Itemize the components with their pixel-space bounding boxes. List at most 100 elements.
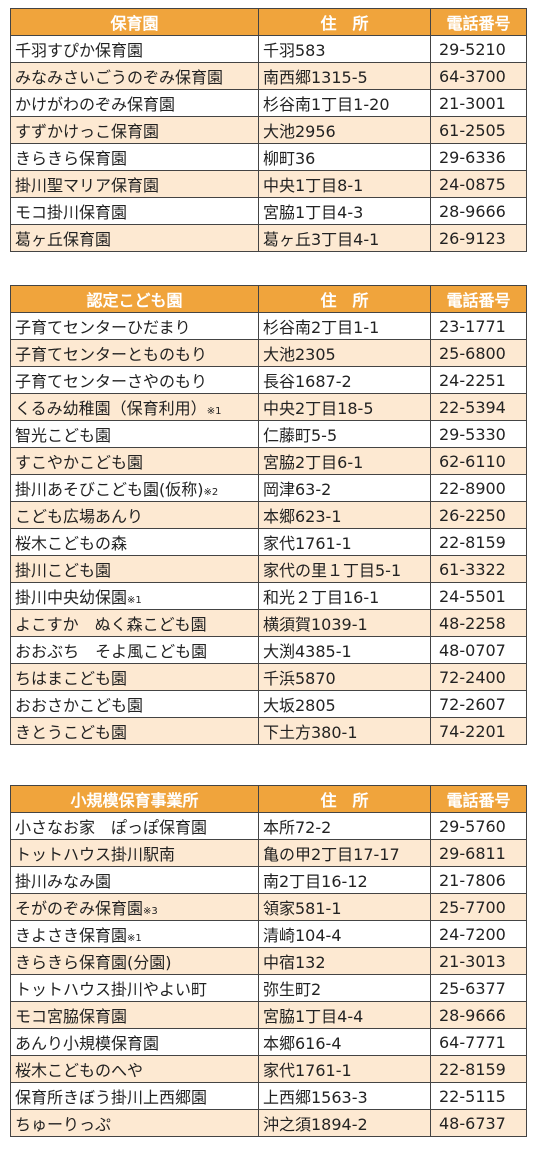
name-cell: きらきら保育園: [10, 143, 259, 171]
row: 子育てセンターひだまり 杉谷南2丁目1-1 23-1771: [10, 312, 527, 340]
name-cell: 掛川中央幼保園※1: [10, 582, 259, 610]
cell: 大坂2805: [258, 690, 431, 718]
row: モコ宮脇保育園 宮脇1丁目4-4 28-9666: [10, 1001, 527, 1029]
cell: 本郷623-1: [258, 501, 431, 529]
name: ちはまこども園: [15, 669, 128, 688]
header-row: 小規模保育事業所住 所電話番号: [10, 785, 527, 813]
name-cell: かけがわのぞみ保育園: [10, 89, 259, 117]
cell: 電話番号: [430, 785, 527, 813]
cell: 亀の甲2丁目17-17: [258, 839, 431, 867]
cell: 25-6377: [430, 974, 527, 1002]
row: おおぶち そよ風こども園 大渕4385-1 48-0707: [10, 636, 527, 664]
name-cell: 掛川あそびこども園(仮称)※2: [10, 474, 259, 502]
name-cell: くるみ幼稚園（保育利用）※1: [10, 393, 259, 421]
name: 桜木こどものへや: [15, 1061, 144, 1080]
name: 桜木こどもの森: [15, 534, 128, 553]
cell: 48-2258: [430, 609, 527, 637]
name-cell: 掛川こども園: [10, 555, 259, 583]
name: 智光こども園: [15, 426, 112, 445]
cell: 宮脇1丁目4-3: [258, 197, 431, 225]
name: きらきら保育園: [15, 149, 128, 168]
cell: 保育園: [10, 8, 259, 36]
cell: 24-0875: [430, 170, 527, 198]
cell: 千浜5870: [258, 663, 431, 691]
cell: 22-8159: [430, 1055, 527, 1083]
cell: 26-2250: [430, 501, 527, 529]
name: かけがわのぞみ保育園: [15, 95, 176, 114]
name-cell: すこやかこども園: [10, 447, 259, 475]
cell: 24-7200: [430, 920, 527, 948]
name-cell: きらきら保育園(分園): [10, 947, 259, 975]
cell: 21-7806: [430, 866, 527, 894]
cell: 29-6336: [430, 143, 527, 171]
row: 子育てセンターさやのもり 長谷1687-2 24-2251: [10, 366, 527, 394]
name-cell: 掛川聖マリア保育園: [10, 170, 259, 198]
table: 保育園住 所電話番号 千羽すぴか保育園 千羽583 29-5210 みなみさいごうのぞみ…: [10, 8, 527, 252]
name: おおぶち そよ風こども園: [15, 642, 208, 661]
row: 智光こども園 仁藤町5-5 29-5330: [10, 420, 527, 448]
row: そがのぞみ保育園※3 領家581-1 25-7700: [10, 893, 527, 921]
name: そがのぞみ保育園: [15, 899, 144, 918]
cell: 22-5394: [430, 393, 527, 421]
name: よこすか ぬく森こども園: [15, 615, 207, 634]
cell: 小規模保育事業所: [10, 785, 259, 813]
name-cell: 桜木こどもの森: [10, 528, 259, 556]
cell: 本郷616-4: [258, 1028, 431, 1056]
name: きとうこども園: [15, 723, 128, 742]
name: 掛川こども園: [15, 561, 112, 580]
name: 葛ヶ丘保育園: [15, 230, 112, 249]
row: きらきら保育園(分園) 中宿132 21-3013: [10, 947, 527, 975]
name-cell: そがのぞみ保育園※3: [10, 893, 259, 921]
name: 掛川中央幼保園: [15, 588, 128, 607]
row: 桜木こどもの森 家代1761-1 22-8159: [10, 528, 527, 556]
name: ちゅーりっぷ: [15, 1115, 112, 1134]
name: トットハウス掛川やよい町: [15, 980, 208, 999]
cell: 21-3001: [430, 89, 527, 117]
cell: 大渕4385-1: [258, 636, 431, 664]
name-cell: 子育てセンターさやのもり: [10, 366, 259, 394]
row: トットハウス掛川駅南 亀の甲2丁目17-17 29-6811: [10, 839, 527, 867]
cell: 中央2丁目18-5: [258, 393, 431, 421]
cell: 南2丁目16-12: [258, 866, 431, 894]
row: 保育所きぼう掛川上西郷園 上西郷1563-3 22-5115: [10, 1082, 527, 1110]
cell: 61-2505: [430, 116, 527, 144]
name-cell: みなみさいごうのぞみ保育園: [10, 62, 259, 90]
name: 千羽すぴか保育園: [15, 41, 144, 60]
cell: 弥生町2: [258, 974, 431, 1002]
name-cell: 小さなお家 ぽっぽ保育園: [10, 812, 259, 840]
name: 子育てセンターひだまり: [15, 318, 191, 337]
cell: 48-6737: [430, 1109, 527, 1137]
row: 桜木こどものへや 家代1761-1 22-8159: [10, 1055, 527, 1083]
row: 葛ヶ丘保育園 葛ヶ丘3丁目4-1 26-9123: [10, 224, 527, 252]
name: モコ宮脇保育園: [15, 1007, 128, 1026]
cell: 23-1771: [430, 312, 527, 340]
row: トットハウス掛川やよい町 弥生町2 25-6377: [10, 974, 527, 1002]
name: みなみさいごうのぞみ保育園: [15, 68, 224, 87]
cell: 杉谷南2丁目1-1: [258, 312, 431, 340]
note: ※2: [203, 487, 219, 498]
cell: 葛ヶ丘3丁目4-1: [258, 224, 431, 252]
name: あんり小規模保育園: [15, 1034, 160, 1053]
cell: 26-9123: [430, 224, 527, 252]
cell: 下土方380-1: [258, 717, 431, 745]
row: 掛川聖マリア保育園 中央1丁目8-1 24-0875: [10, 170, 527, 198]
name: こども広場あんり: [15, 507, 144, 526]
row: ちゅーりっぷ 沖之須1894-2 48-6737: [10, 1109, 527, 1137]
cell: 22-8900: [430, 474, 527, 502]
cell: 長谷1687-2: [258, 366, 431, 394]
note: ※1: [206, 406, 222, 417]
cell: 住 所: [258, 285, 431, 313]
name: 掛川あそびこども園(仮称): [15, 480, 204, 499]
name-cell: こども広場あんり: [10, 501, 259, 529]
name-cell: あんり小規模保育園: [10, 1028, 259, 1056]
cell: 72-2400: [430, 663, 527, 691]
name-cell: 子育てセンターとものもり: [10, 339, 259, 367]
name: 掛川みなみ園: [15, 872, 112, 891]
table: 小規模保育事業所住 所電話番号 小さなお家 ぽっぽ保育園 本所72-2 29-5760…: [10, 785, 527, 1137]
cell: 住 所: [258, 785, 431, 813]
row: くるみ幼稚園（保育利用）※1 中央2丁目18-5 22-5394: [10, 393, 527, 421]
header-row: 認定こども園住 所電話番号: [10, 285, 527, 313]
name-cell: 桜木こどものへや: [10, 1055, 259, 1083]
name-cell: 千羽すぴか保育園: [10, 35, 259, 63]
cell: 74-2201: [430, 717, 527, 745]
